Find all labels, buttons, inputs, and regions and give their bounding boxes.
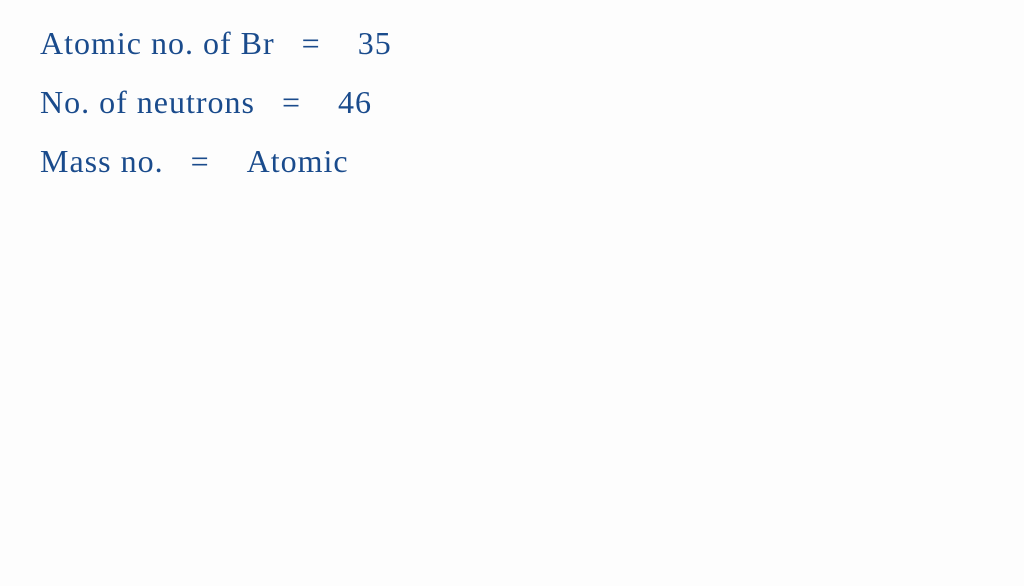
equation-line-2: No. of neutrons = 46	[40, 84, 984, 121]
mass-number-label: Mass no.	[40, 143, 164, 179]
atomic-number-label: Atomic no. of Br	[40, 25, 275, 61]
neutrons-value: 46	[338, 84, 372, 121]
atomic-number-value: 35	[358, 25, 392, 62]
equals-sign: =	[302, 25, 321, 62]
equals-sign: =	[282, 84, 301, 121]
equals-sign: =	[191, 143, 210, 180]
equation-line-1: Atomic no. of Br = 35	[40, 25, 984, 62]
neutrons-label: No. of neutrons	[40, 84, 255, 120]
equation-line-3: Mass no. = Atomic	[40, 143, 984, 180]
mass-number-value: Atomic	[247, 143, 349, 180]
